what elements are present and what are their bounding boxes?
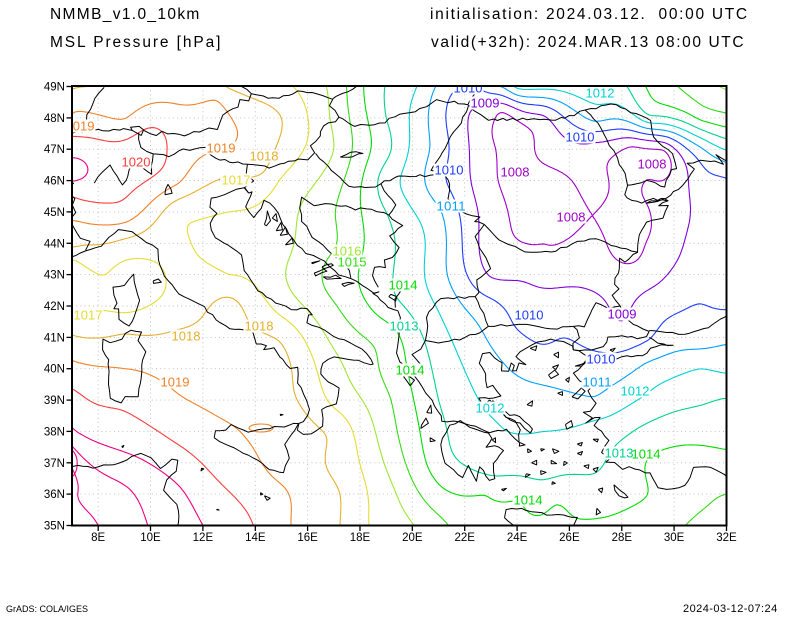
svg-text:1018: 1018 xyxy=(250,149,279,164)
svg-text:1008: 1008 xyxy=(557,210,586,225)
svg-text:39N: 39N xyxy=(44,395,65,407)
svg-text:44N: 44N xyxy=(44,238,65,250)
svg-text:1008: 1008 xyxy=(501,165,530,180)
svg-text:1014: 1014 xyxy=(632,447,661,462)
svg-text:1015: 1015 xyxy=(338,255,367,270)
svg-text:1016: 1016 xyxy=(333,244,362,259)
svg-text:1018: 1018 xyxy=(172,329,201,344)
svg-text:10E: 10E xyxy=(140,532,161,544)
svg-text:1018: 1018 xyxy=(245,319,274,334)
svg-text:1019: 1019 xyxy=(66,119,95,134)
svg-text:37N: 37N xyxy=(44,458,65,470)
svg-text:1014: 1014 xyxy=(514,493,543,508)
svg-text:45N: 45N xyxy=(44,207,65,219)
svg-text:1014: 1014 xyxy=(389,278,418,293)
svg-text:1012: 1012 xyxy=(586,86,615,101)
svg-text:36N: 36N xyxy=(44,489,65,501)
svg-text:24E: 24E xyxy=(507,532,528,544)
svg-text:1012: 1012 xyxy=(621,384,650,399)
svg-text:40N: 40N xyxy=(44,364,65,376)
svg-text:30E: 30E xyxy=(664,532,685,544)
svg-text:26E: 26E xyxy=(559,532,580,544)
svg-text:1011: 1011 xyxy=(437,199,466,214)
svg-text:48N: 48N xyxy=(44,113,65,125)
svg-text:14E: 14E xyxy=(245,532,266,544)
svg-text:1010: 1010 xyxy=(454,81,483,96)
svg-text:1014: 1014 xyxy=(396,363,425,378)
svg-text:1019: 1019 xyxy=(161,375,190,390)
svg-text:1013: 1013 xyxy=(390,319,419,334)
svg-text:35N: 35N xyxy=(44,521,65,533)
svg-text:1009: 1009 xyxy=(608,307,637,322)
svg-text:1010: 1010 xyxy=(515,308,544,323)
svg-text:1010: 1010 xyxy=(566,130,595,145)
svg-text:18E: 18E xyxy=(350,532,371,544)
svg-text:1008: 1008 xyxy=(638,157,667,172)
svg-text:42N: 42N xyxy=(44,301,65,313)
svg-text:1020: 1020 xyxy=(122,155,151,170)
svg-text:12E: 12E xyxy=(193,532,214,544)
svg-text:1017: 1017 xyxy=(74,308,103,323)
svg-text:1011: 1011 xyxy=(583,375,612,390)
svg-text:20E: 20E xyxy=(402,532,423,544)
svg-text:8E: 8E xyxy=(91,532,105,544)
svg-text:46N: 46N xyxy=(44,176,65,188)
svg-text:1017: 1017 xyxy=(222,173,251,188)
svg-text:1012: 1012 xyxy=(476,401,505,416)
svg-text:1009: 1009 xyxy=(471,96,500,111)
svg-text:22E: 22E xyxy=(454,532,475,544)
svg-text:41N: 41N xyxy=(44,332,65,344)
svg-text:38N: 38N xyxy=(44,426,65,438)
svg-text:47N: 47N xyxy=(44,144,65,156)
svg-text:32E: 32E xyxy=(716,532,737,544)
svg-text:49N: 49N xyxy=(44,82,65,94)
svg-text:1010: 1010 xyxy=(587,352,616,367)
svg-text:1013: 1013 xyxy=(605,446,634,461)
svg-text:1010: 1010 xyxy=(435,163,464,178)
svg-text:43N: 43N xyxy=(44,270,65,282)
svg-text:16E: 16E xyxy=(297,532,318,544)
svg-text:28E: 28E xyxy=(612,532,633,544)
svg-text:1019: 1019 xyxy=(207,141,236,156)
